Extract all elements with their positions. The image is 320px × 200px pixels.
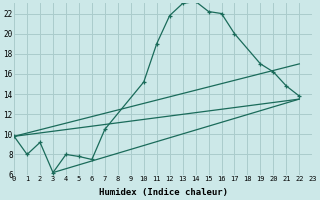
X-axis label: Humidex (Indice chaleur): Humidex (Indice chaleur) [99, 188, 228, 197]
